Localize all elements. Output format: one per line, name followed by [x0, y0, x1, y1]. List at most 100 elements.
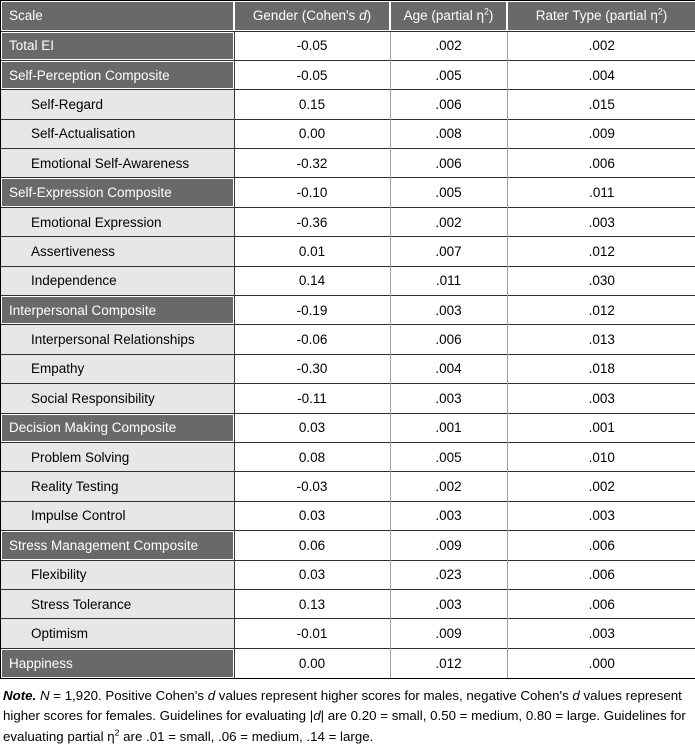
scale-label: Social Responsibility	[1, 383, 234, 414]
rater-type-partial-eta-value: .004	[506, 59, 695, 90]
gender-cohens-d-value: -0.36	[233, 206, 390, 237]
gender-cohens-d-value: 0.03	[233, 500, 390, 531]
scale-label: Self-Actualisation	[1, 118, 234, 149]
scale-label: Happiness	[1, 647, 234, 678]
age-partial-eta-value: .002	[389, 471, 507, 502]
gender-cohens-d-value: 0.13	[233, 588, 390, 619]
gender-cohens-d-value: 0.06	[233, 530, 390, 561]
results-table: Scale Gender (Cohen's d) Age (partial η2…	[0, 0, 695, 679]
age-partial-eta-value: .006	[389, 89, 507, 120]
age-partial-eta-value: .006	[389, 148, 507, 178]
gender-cohens-d-value: 0.03	[233, 559, 390, 590]
gender-cohens-d-value: 0.15	[233, 89, 390, 120]
rater-type-partial-eta-value: .003	[506, 618, 695, 649]
scale-label: Total EI	[1, 30, 234, 61]
rater-type-partial-eta-value: .001	[506, 412, 695, 443]
rater-type-partial-eta-value: .015	[506, 89, 695, 120]
gender-cohens-d-value: -0.06	[233, 324, 390, 355]
gender-cohens-d-value: -0.01	[233, 618, 390, 649]
table-row: Interpersonal Relationships -0.06.006.013	[1, 324, 695, 355]
table-row: Independence 0.14.011.030	[1, 265, 695, 296]
table-row: Emotional Expression -0.36.002.003	[1, 206, 695, 237]
rater-type-partial-eta-value: .006	[506, 148, 695, 178]
scale-label: Assertiveness	[1, 236, 234, 267]
table-row: Interpersonal Composite -0.19.003.012	[1, 295, 695, 325]
scale-label: Independence	[1, 265, 234, 296]
table-row: Social Responsibility -0.11.003.003	[1, 383, 695, 414]
rater-type-partial-eta-value: .000	[506, 647, 695, 678]
age-partial-eta-value: .003	[389, 588, 507, 619]
rater-type-partial-eta-value: .002	[506, 30, 695, 61]
header-scale: Scale	[1, 1, 234, 31]
rater-type-partial-eta-value: .009	[506, 118, 695, 149]
age-partial-eta-value: .003	[389, 500, 507, 531]
rater-type-partial-eta-value: .011	[506, 177, 695, 208]
table-row: Impulse Control 0.03.003.003	[1, 500, 695, 531]
table-row: Self-Perception Composite -0.05.005.004	[1, 59, 695, 90]
age-partial-eta-value: .004	[389, 353, 507, 384]
header-age-partial-eta-squared: Age (partial η2)	[390, 1, 507, 31]
rater-type-partial-eta-value: .006	[506, 588, 695, 619]
age-partial-eta-value: .005	[389, 177, 507, 208]
age-partial-eta-value: .023	[389, 559, 507, 590]
header-row: Scale Gender (Cohen's d) Age (partial η2…	[1, 1, 695, 31]
rater-type-partial-eta-value: .012	[506, 295, 695, 325]
table-row: Decision Making Composite 0.03.001.001	[1, 412, 695, 443]
gender-cohens-d-value: 0.14	[233, 265, 390, 296]
scale-label: Self-Perception Composite	[1, 59, 234, 90]
gender-cohens-d-value: 0.03	[233, 412, 390, 443]
age-partial-eta-value: .009	[389, 618, 507, 649]
scale-label: Interpersonal Composite	[1, 295, 234, 325]
ei-effects-table: Scale Gender (Cohen's d) Age (partial η2…	[1, 1, 695, 678]
table-row: Stress Tolerance 0.13.003.006	[1, 588, 695, 619]
age-partial-eta-value: .002	[389, 206, 507, 237]
rater-type-partial-eta-value: .012	[506, 236, 695, 267]
age-partial-eta-value: .006	[389, 324, 507, 355]
scale-label: Decision Making Composite	[1, 412, 234, 443]
scale-label: Self-Expression Composite	[1, 177, 234, 208]
rater-type-partial-eta-value: .018	[506, 353, 695, 384]
scale-label: Stress Management Composite	[1, 530, 234, 561]
rater-type-partial-eta-value: .006	[506, 530, 695, 561]
age-partial-eta-value: .011	[389, 265, 507, 296]
table-row: Self-Regard 0.15.006.015	[1, 89, 695, 120]
rater-type-partial-eta-value: .006	[506, 559, 695, 590]
age-partial-eta-value: .003	[389, 383, 507, 414]
rater-type-partial-eta-value: .002	[506, 471, 695, 502]
age-partial-eta-value: .003	[389, 295, 507, 325]
gender-cohens-d-value: -0.19	[233, 295, 390, 325]
header-gender-cohens-d: Gender (Cohen's d)	[234, 1, 390, 31]
age-partial-eta-value: .007	[389, 236, 507, 267]
scale-label: Flexibility	[1, 559, 234, 590]
scale-label: Emotional Self-Awareness	[1, 148, 234, 178]
table-row: Stress Management Composite 0.06.009.006	[1, 530, 695, 561]
table-row: Self-Actualisation 0.00.008.009	[1, 118, 695, 149]
rater-type-partial-eta-value: .013	[506, 324, 695, 355]
gender-cohens-d-value: -0.05	[233, 30, 390, 61]
age-partial-eta-value: .005	[389, 441, 507, 472]
table-note: Note. N = 1,920. Positive Cohen's d valu…	[3, 687, 686, 744]
rater-type-partial-eta-value: .003	[506, 383, 695, 414]
table-row: Happiness 0.00.012.000	[1, 647, 695, 678]
table-row: Empathy -0.30.004.018	[1, 353, 695, 384]
gender-cohens-d-value: -0.10	[233, 177, 390, 208]
gender-cohens-d-value: -0.30	[233, 353, 390, 384]
table-row: Flexibility 0.03.023.006	[1, 559, 695, 590]
rater-type-partial-eta-value: .003	[506, 500, 695, 531]
table-row: Assertiveness 0.01.007.012	[1, 236, 695, 267]
gender-cohens-d-value: -0.32	[233, 148, 390, 178]
gender-cohens-d-value: 0.08	[233, 441, 390, 472]
table-row: Self-Expression Composite -0.10.005.011	[1, 177, 695, 208]
gender-cohens-d-value: -0.11	[233, 383, 390, 414]
age-partial-eta-value: .008	[389, 118, 507, 149]
rater-type-partial-eta-value: .003	[506, 206, 695, 237]
scale-label: Empathy	[1, 353, 234, 384]
scale-label: Impulse Control	[1, 500, 234, 531]
rater-type-partial-eta-value: .030	[506, 265, 695, 296]
scale-label: Emotional Expression	[1, 206, 234, 237]
table-row: Reality Testing -0.03.002.002	[1, 471, 695, 502]
scale-label: Interpersonal Relationships	[1, 324, 234, 355]
age-partial-eta-value: .002	[389, 30, 507, 61]
rater-type-partial-eta-value: .010	[506, 441, 695, 472]
